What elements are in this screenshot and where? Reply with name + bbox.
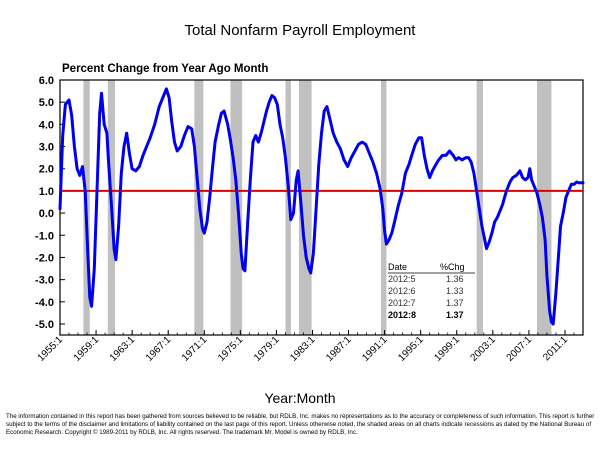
- chart-subtitle: Percent Change from Year Ago Month: [62, 63, 269, 75]
- x-tick-label: 1955:1: [36, 334, 66, 364]
- x-tick-label: 1995:1: [396, 334, 426, 364]
- table-cell-chg: 1.33: [446, 286, 464, 296]
- recession-bar: [285, 80, 291, 335]
- x-tick-label: 1963:1: [108, 334, 138, 364]
- y-tick-label: 0.0: [39, 208, 54, 220]
- x-tick-label: 1983:1: [288, 334, 318, 364]
- table-cell-chg: 1.36: [446, 274, 464, 284]
- x-tick-label: 1959:1: [72, 334, 102, 364]
- table-cell-chg: 1.37: [446, 298, 464, 308]
- x-tick-label: 1987:1: [324, 334, 354, 364]
- x-tick-label: 1975:1: [216, 334, 246, 364]
- plot-frame: [59, 79, 584, 336]
- table-cell-date: 2012:8: [388, 310, 416, 320]
- recession-bar: [230, 80, 243, 335]
- y-tick-label: -4.0: [35, 297, 54, 309]
- table-cell-date: 2012:7: [388, 298, 416, 308]
- x-tick-label: 1979:1: [252, 334, 282, 364]
- table-header-date: Date: [388, 262, 407, 272]
- y-tick-label: 2.0: [39, 164, 54, 176]
- y-tick-label: -1.0: [35, 230, 54, 242]
- table-cell-chg: 1.37: [446, 310, 464, 320]
- x-tick-label: 2003:1: [469, 334, 499, 364]
- x-tick-label: 2011:1: [541, 334, 570, 363]
- table-cell-date: 2012:6: [388, 286, 416, 296]
- x-tick-label: 1991:1: [360, 334, 390, 364]
- y-tick-label: 1.0: [39, 186, 54, 198]
- y-tick-label: -3.0: [35, 275, 54, 287]
- y-tick-label: 5.0: [39, 97, 54, 109]
- y-tick-label: -2.0: [35, 252, 54, 264]
- x-tick-label: 1967:1: [144, 334, 174, 364]
- x-tick-label: 1971:1: [180, 334, 210, 364]
- x-tick-label: 2007:1: [505, 334, 535, 364]
- series-line: [58, 87, 585, 326]
- y-tick-label: 4.0: [39, 119, 54, 131]
- x-axis-label: Year:Month: [264, 390, 336, 406]
- y-tick-label: 3.0: [39, 142, 54, 154]
- chart-title: Total Nonfarm Payroll Employment: [184, 22, 416, 39]
- table-cell-date: 2012:5: [388, 274, 416, 284]
- table-header-chg: %Chg: [440, 262, 465, 272]
- x-tick-label: 1999:1: [432, 334, 462, 364]
- disclaimer-text: The information contained in this report…: [6, 413, 595, 436]
- y-tick-label: 6.0: [39, 75, 54, 87]
- y-tick-label: -5.0: [35, 319, 54, 331]
